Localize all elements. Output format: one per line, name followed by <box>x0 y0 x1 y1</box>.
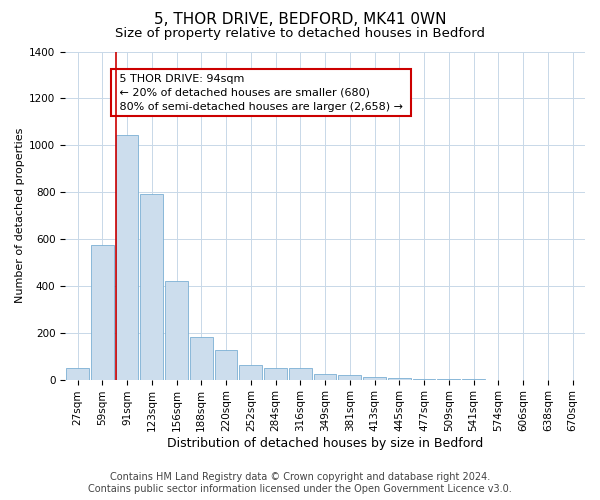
Text: 5, THOR DRIVE, BEDFORD, MK41 0WN: 5, THOR DRIVE, BEDFORD, MK41 0WN <box>154 12 446 28</box>
Bar <box>91 245 113 380</box>
Bar <box>338 376 361 380</box>
Text: 5 THOR DRIVE: 94sqm
 ← 20% of detached houses are smaller (680)
 80% of semi-det: 5 THOR DRIVE: 94sqm ← 20% of detached ho… <box>116 74 406 112</box>
Bar <box>140 194 163 380</box>
Bar <box>190 338 212 380</box>
Bar <box>388 378 411 380</box>
Bar <box>363 378 386 380</box>
Bar <box>165 281 188 380</box>
Bar <box>264 368 287 380</box>
Bar <box>314 374 337 380</box>
Bar <box>116 134 139 380</box>
Bar <box>66 368 89 380</box>
Bar <box>239 365 262 380</box>
Bar <box>215 350 238 380</box>
Y-axis label: Number of detached properties: Number of detached properties <box>15 128 25 303</box>
X-axis label: Distribution of detached houses by size in Bedford: Distribution of detached houses by size … <box>167 437 483 450</box>
Text: Contains HM Land Registry data © Crown copyright and database right 2024.
Contai: Contains HM Land Registry data © Crown c… <box>88 472 512 494</box>
Text: Size of property relative to detached houses in Bedford: Size of property relative to detached ho… <box>115 28 485 40</box>
Bar <box>289 368 312 380</box>
